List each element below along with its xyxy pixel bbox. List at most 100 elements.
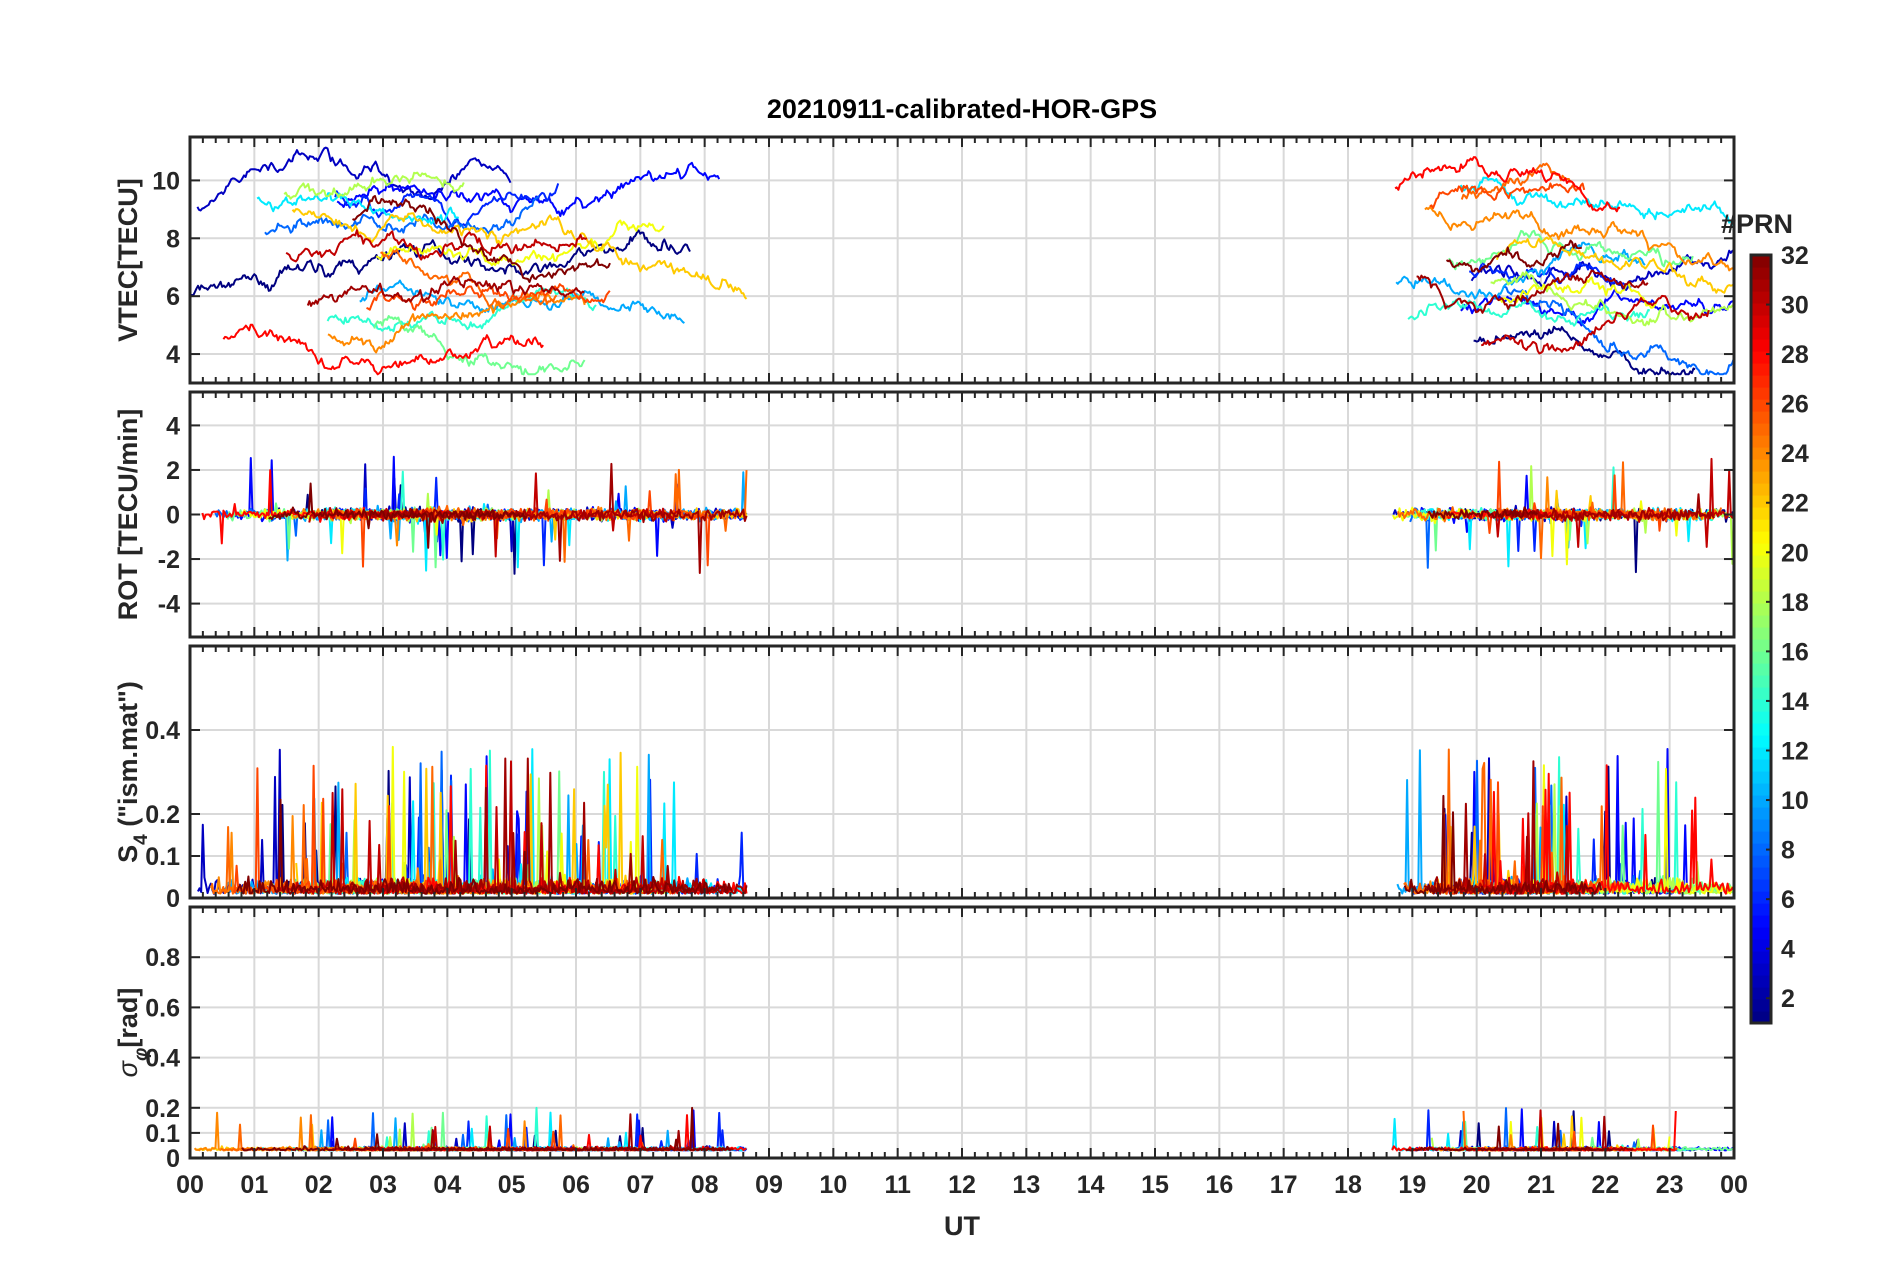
y-tick-label-sigma_phi: 0.8 xyxy=(145,944,180,972)
y-tick-label-vtec: 8 xyxy=(166,225,180,253)
colorbar-segment xyxy=(1751,831,1771,844)
colorbar-segment xyxy=(1751,483,1771,496)
trace-prn-8 xyxy=(1502,285,1734,376)
y-tick-label-s4: 0.1 xyxy=(145,843,180,871)
y-tick-label-vtec: 10 xyxy=(152,167,180,195)
y-tick-label-rot: 0 xyxy=(166,502,180,530)
y-tick-label-sigma_phi: 0 xyxy=(166,1145,180,1173)
x-tick-label: 17 xyxy=(1270,1171,1298,1199)
x-tick-label: 19 xyxy=(1398,1171,1426,1199)
x-tick-label: 22 xyxy=(1591,1171,1619,1199)
trace-prn-16 xyxy=(373,315,586,376)
colorbar-segment xyxy=(1751,999,1771,1012)
x-tick-label: 06 xyxy=(562,1171,590,1199)
colorbar-tick-label: 26 xyxy=(1781,391,1809,419)
colorbar-tick-label: 14 xyxy=(1781,688,1809,716)
y-tick-label-s4: 0.2 xyxy=(145,801,180,829)
x-tick-label: 08 xyxy=(691,1171,719,1199)
x-tick-label: 00 xyxy=(176,1171,204,1199)
trace-prn-30 xyxy=(1481,294,1710,355)
colorbar-segment xyxy=(1751,291,1771,304)
trace-prn-1 xyxy=(1473,325,1696,376)
colorbar-segment xyxy=(1751,639,1771,652)
colorbar-segment xyxy=(1751,351,1771,364)
trace-prn-25 xyxy=(1460,162,1572,200)
x-tick-label: 11 xyxy=(884,1171,911,1199)
colorbar-tick-label: 6 xyxy=(1781,886,1795,914)
colorbar-segment xyxy=(1751,735,1771,748)
x-tick-label: 13 xyxy=(1012,1171,1040,1199)
chart-title: 20210911-calibrated-HOR-GPS xyxy=(767,94,1157,124)
colorbar-tick-label: 18 xyxy=(1781,589,1809,617)
colorbar-segment xyxy=(1751,675,1771,688)
colorbar-segment xyxy=(1751,951,1771,964)
y-tick-label-rot: -4 xyxy=(158,591,180,619)
trace-prn-32 xyxy=(1445,239,1582,273)
colorbar-segment xyxy=(1751,327,1771,340)
trace-prn-12 xyxy=(1459,176,1734,230)
trace-prn-14 xyxy=(1407,298,1651,327)
colorbar-segment xyxy=(1751,939,1771,952)
colorbar-segment xyxy=(1751,435,1771,448)
traces-rot xyxy=(201,455,1734,575)
colorbar-tick-label: 20 xyxy=(1781,539,1809,567)
y-tick-label-sigma_phi: 0.4 xyxy=(145,1045,180,1073)
x-tick-label: 20 xyxy=(1463,1171,1491,1199)
x-tick-label: 01 xyxy=(240,1171,268,1199)
colorbar-tick-label: 2 xyxy=(1781,985,1795,1013)
colorbar-segment xyxy=(1751,507,1771,520)
y-tick-label-rot: 2 xyxy=(166,457,180,485)
trace-prn-32 xyxy=(352,195,611,283)
colorbar-segment xyxy=(1751,603,1771,616)
colorbar-segment xyxy=(1751,795,1771,808)
x-tick-label: 04 xyxy=(433,1171,461,1199)
trace-prn-12 xyxy=(256,192,459,225)
trace-prn-28 xyxy=(1394,156,1621,213)
colorbar-segment xyxy=(1751,315,1771,328)
colorbar-segment xyxy=(1751,1011,1771,1024)
x-tick-label: 10 xyxy=(819,1171,847,1199)
colorbar-segment xyxy=(1751,915,1771,928)
y-tick-label-sigma_phi: 0.2 xyxy=(145,1095,180,1123)
colorbar-tick-label: 12 xyxy=(1781,737,1809,765)
trace-prn-22 xyxy=(1496,236,1734,294)
y-tick-label-sigma_phi: 0.1 xyxy=(145,1120,180,1148)
x-tick-label: 05 xyxy=(498,1171,526,1199)
trace-prn-20 xyxy=(1498,276,1660,309)
y-axis-label-s4: S4 ("ism.mat") xyxy=(113,681,152,863)
x-tick-label: 07 xyxy=(626,1171,654,1199)
trace-prn-32 xyxy=(268,482,528,549)
trace-prn-3 xyxy=(196,146,512,212)
x-tick-label: 14 xyxy=(1077,1171,1105,1199)
colorbar-segment xyxy=(1751,711,1771,724)
colorbar-segment xyxy=(1751,807,1771,820)
colorbar-segment xyxy=(1751,747,1771,760)
colorbar-segment xyxy=(1751,927,1771,940)
colorbar-tick-label: 24 xyxy=(1781,440,1809,468)
x-tick-label: 00 xyxy=(1720,1171,1748,1199)
colorbar-segment xyxy=(1751,879,1771,892)
x-tick-label: 03 xyxy=(369,1171,397,1199)
colorbar-segment xyxy=(1751,627,1771,640)
trace-prn-32 xyxy=(1427,506,1539,520)
colorbar-segment xyxy=(1751,891,1771,904)
colorbar-segment xyxy=(1751,543,1771,556)
colorbar-segment xyxy=(1751,555,1771,568)
trace-prn-32 xyxy=(241,1106,731,1152)
y-axis-label-sigma_phi: σφ[rad] xyxy=(113,988,152,1078)
y-axis-label-vtec: VTEC[TECU] xyxy=(113,178,143,342)
trace-prn-32 xyxy=(236,798,733,895)
colorbar-segment xyxy=(1751,399,1771,412)
y-tick-label-rot: 4 xyxy=(166,412,180,440)
y-axis-label-rot: ROT [TECU/min] xyxy=(113,409,143,620)
colorbar-segment xyxy=(1751,699,1771,712)
trace-prn-22 xyxy=(291,208,748,300)
trace-prn-5 xyxy=(336,161,721,218)
x-tick-label: 18 xyxy=(1334,1171,1362,1199)
x-tick-label: 12 xyxy=(948,1171,976,1199)
colorbar-title: #PRN xyxy=(1721,209,1793,239)
y-tick-label-rot: -2 xyxy=(158,546,180,574)
colorbar-segment xyxy=(1751,759,1771,772)
colorbar-frame xyxy=(1749,253,1773,1025)
